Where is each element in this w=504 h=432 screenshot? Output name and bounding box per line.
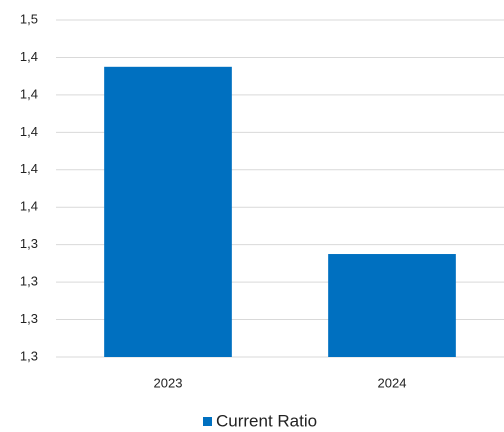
y-tick-label: 1,3 xyxy=(20,311,38,326)
bar xyxy=(104,66,232,358)
legend-swatch xyxy=(203,417,212,426)
y-tick-label: 1,3 xyxy=(20,348,38,363)
y-tick-label: 1,5 xyxy=(20,11,38,26)
y-tick-label: 1,4 xyxy=(20,49,38,64)
x-tick-label: 2024 xyxy=(378,375,407,390)
y-tick-label: 1,4 xyxy=(20,199,38,214)
x-tick-label: 2023 xyxy=(154,375,183,390)
y-tick-label: 1,4 xyxy=(20,86,38,101)
legend-label: Current Ratio xyxy=(216,411,317,430)
y-tick-label: 1,4 xyxy=(20,161,38,176)
bar xyxy=(328,254,456,357)
y-tick-label: 1,3 xyxy=(20,274,38,289)
y-tick-label: 1,4 xyxy=(20,124,38,139)
y-tick-label: 1,3 xyxy=(20,236,38,251)
